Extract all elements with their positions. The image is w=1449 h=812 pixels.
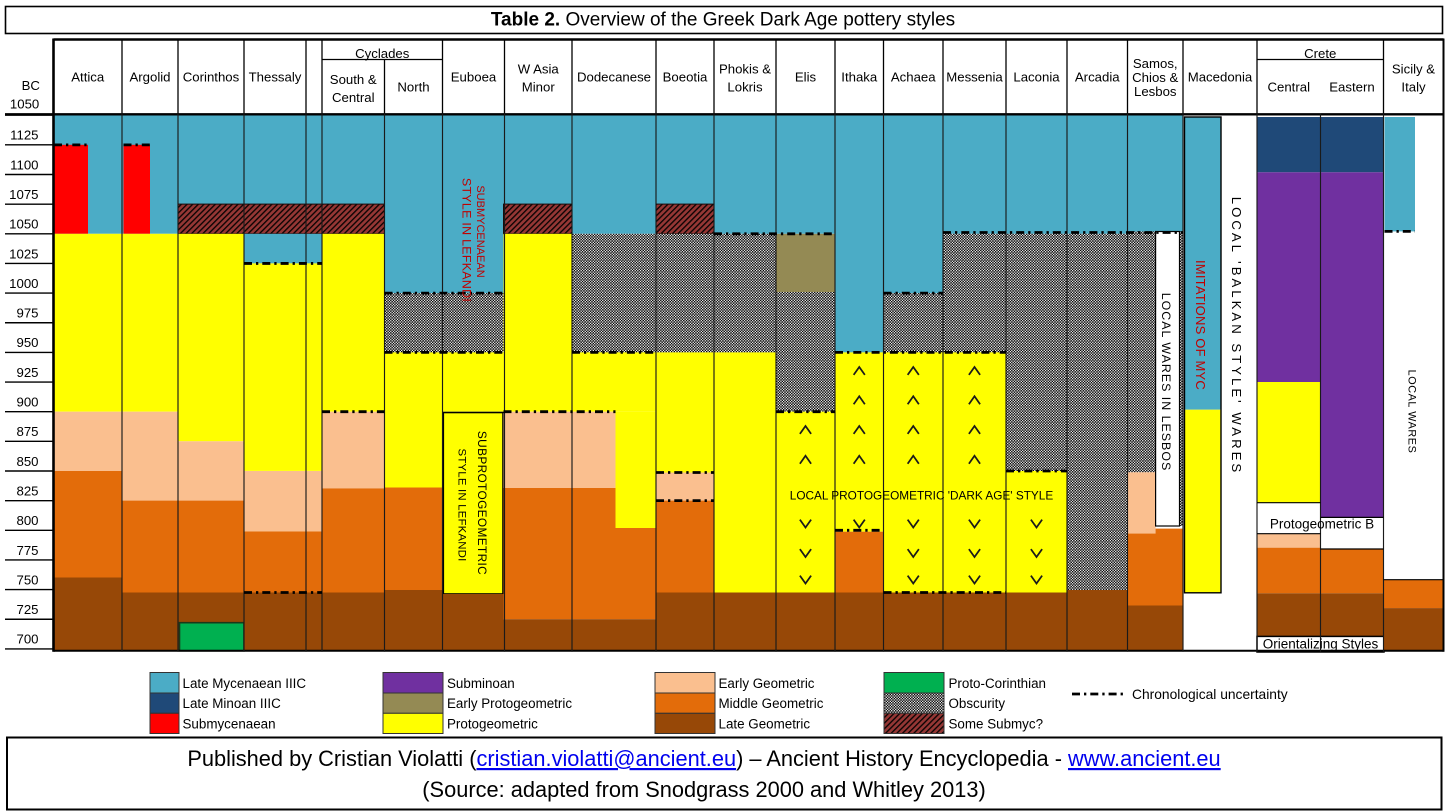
svg-text:Thessaly: Thessaly <box>249 70 302 85</box>
svg-text:Central: Central <box>332 90 375 105</box>
svg-text:Early Geometric: Early Geometric <box>719 676 815 691</box>
svg-text:Corinthos: Corinthos <box>183 70 240 85</box>
svg-text:SUBPROTOGEOMETRIC: SUBPROTOGEOMETRIC <box>475 431 489 575</box>
svg-text:Attica: Attica <box>71 70 105 85</box>
svg-text:SUBMYCENAEAN: SUBMYCENAEAN <box>474 185 486 277</box>
svg-text:Early Protogeometric: Early Protogeometric <box>447 696 572 711</box>
svg-text:Crete: Crete <box>1304 46 1336 61</box>
svg-text:South &: South & <box>330 72 377 87</box>
svg-text:W Asia: W Asia <box>518 62 560 77</box>
svg-text:1050: 1050 <box>9 217 38 232</box>
svg-text:Messenia: Messenia <box>946 70 1003 85</box>
svg-text:Ithaka: Ithaka <box>841 70 878 85</box>
svg-text:Eastern: Eastern <box>1329 80 1374 95</box>
svg-text:Achaea: Achaea <box>891 70 936 85</box>
svg-text:Late Geometric: Late Geometric <box>719 716 811 731</box>
svg-text:800: 800 <box>16 513 38 528</box>
svg-text:Some Submyc?: Some Submyc? <box>949 716 1044 731</box>
svg-text:875: 875 <box>16 424 38 439</box>
svg-text:Cyclades: Cyclades <box>355 46 410 61</box>
svg-text:Laconia: Laconia <box>1013 70 1060 85</box>
svg-text:1050: 1050 <box>10 97 39 112</box>
svg-text:1125: 1125 <box>10 128 38 143</box>
svg-text:STYLE IN LEFKANDI: STYLE IN LEFKANDI <box>460 178 474 302</box>
svg-text:Argolid: Argolid <box>129 70 170 85</box>
svg-text:LOCAL PROTOGEOMETRIC 'DARK AGE: LOCAL PROTOGEOMETRIC 'DARK AGE' STYLE <box>790 489 1054 503</box>
svg-text:Proto-Corinthian: Proto-Corinthian <box>949 676 1047 691</box>
svg-text:1025: 1025 <box>9 246 38 261</box>
svg-text:Table 2. Overview of the Greek: Table 2. Overview of the Greek Dark Age … <box>491 10 955 31</box>
svg-text:LOCAL WARES: LOCAL WARES <box>1406 370 1418 454</box>
svg-text:Euboea: Euboea <box>451 70 497 85</box>
svg-text:1000: 1000 <box>9 276 38 291</box>
svg-text:775: 775 <box>16 543 38 558</box>
svg-text:Minor: Minor <box>522 80 556 95</box>
svg-text:Elis: Elis <box>795 70 817 85</box>
svg-text:Macedonia: Macedonia <box>1188 70 1253 85</box>
svg-text:Italy: Italy <box>1401 80 1426 95</box>
svg-text:IMITATIONS OF MYC: IMITATIONS OF MYC <box>1193 260 1208 390</box>
svg-text:Chronological uncertainty: Chronological uncertainty <box>1132 687 1288 702</box>
svg-text:Arcadia: Arcadia <box>1075 70 1120 85</box>
svg-text:825: 825 <box>16 483 38 498</box>
svg-text:Subminoan: Subminoan <box>447 676 515 691</box>
svg-text:Protogeometric B: Protogeometric B <box>1270 517 1374 532</box>
svg-text:Central: Central <box>1267 80 1310 95</box>
svg-text:700: 700 <box>16 632 38 647</box>
svg-text:Obscurity: Obscurity <box>949 696 1006 711</box>
svg-text:Late Mycenaean IIIC: Late Mycenaean IIIC <box>183 676 307 691</box>
svg-text:LOCAL 'BALKAN STYLE' WARES: LOCAL 'BALKAN STYLE' WARES <box>1229 197 1244 475</box>
svg-text:850: 850 <box>16 454 38 469</box>
svg-text:Lokris: Lokris <box>727 80 763 95</box>
svg-text:Submycenaean: Submycenaean <box>183 716 276 731</box>
svg-text:Boeotia: Boeotia <box>663 70 708 85</box>
svg-text:750: 750 <box>16 572 38 587</box>
svg-text:975: 975 <box>16 306 38 321</box>
svg-text:STYLE IN LEFKANDI: STYLE IN LEFKANDI <box>456 449 468 562</box>
svg-text:North: North <box>397 80 429 95</box>
svg-text:725: 725 <box>16 602 38 617</box>
svg-text:1075: 1075 <box>9 187 38 202</box>
svg-text:Samos,: Samos, <box>1133 56 1178 71</box>
svg-text:Late Minoan IIIC: Late Minoan IIIC <box>183 696 282 711</box>
svg-text:950: 950 <box>16 335 38 350</box>
svg-text:Middle Geometric: Middle Geometric <box>719 696 824 711</box>
svg-text:(Source: adapted from Snodgras: (Source: adapted from Snodgrass 2000 and… <box>422 777 985 802</box>
svg-text:Dodecanese: Dodecanese <box>577 70 651 85</box>
svg-text:BC: BC <box>22 78 41 93</box>
svg-text:Protogeometric: Protogeometric <box>447 716 538 731</box>
svg-text:Lesbos: Lesbos <box>1134 84 1177 99</box>
svg-text:Orientalizing Styles: Orientalizing Styles <box>1263 637 1379 652</box>
svg-text:1100: 1100 <box>10 157 38 172</box>
svg-text:Published by Cristian Violatti: Published by Cristian Violatti (cristian… <box>187 746 1220 771</box>
svg-text:900: 900 <box>16 395 38 410</box>
svg-text:925: 925 <box>16 365 38 380</box>
svg-text:LOCAL WARES IN LESBOS: LOCAL WARES IN LESBOS <box>1159 293 1173 471</box>
svg-text:Sicily &: Sicily & <box>1392 62 1435 77</box>
svg-text:Phokis &: Phokis & <box>719 62 771 77</box>
svg-text:Chios &: Chios & <box>1132 70 1178 85</box>
